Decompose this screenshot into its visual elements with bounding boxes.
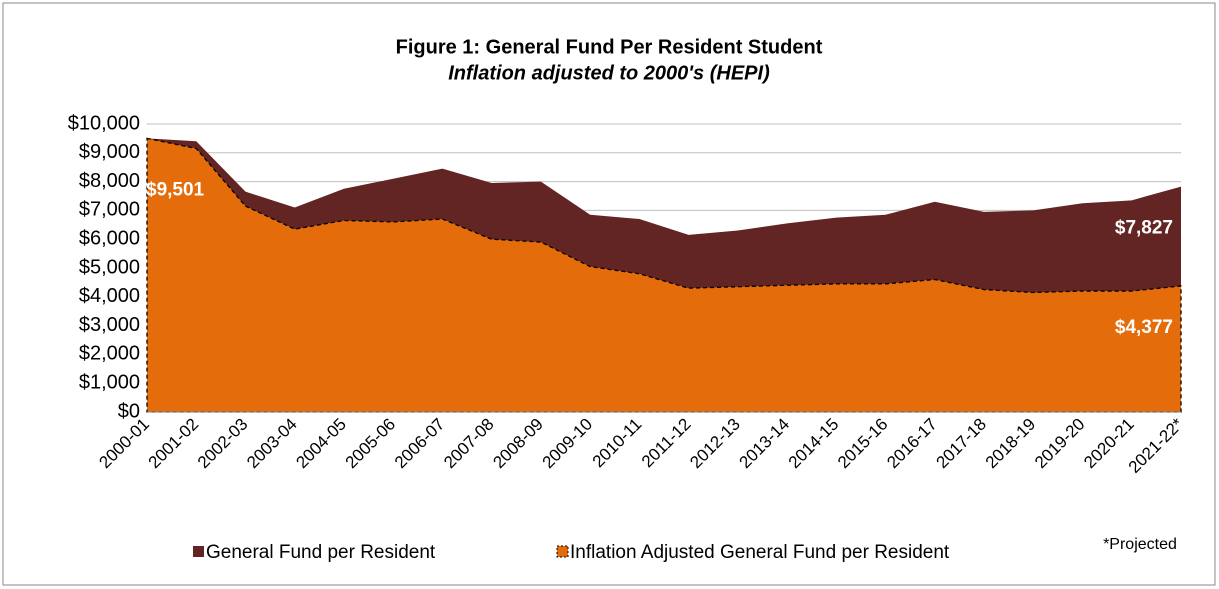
y-tick-label: $0 — [118, 400, 140, 422]
y-tick-label: $10,000 — [68, 112, 140, 134]
legend-label: General Fund per Resident — [206, 542, 436, 563]
y-tick-label: $3,000 — [79, 314, 140, 336]
legend-swatch — [556, 545, 569, 558]
footnote: *Projected — [1103, 536, 1177, 553]
y-tick-label: $2,000 — [79, 343, 140, 365]
y-tick-label: $9,000 — [79, 141, 140, 163]
y-tick-label: $6,000 — [79, 227, 140, 249]
y-tick-label: $8,000 — [79, 170, 140, 192]
data-label: $9,501 — [146, 179, 205, 200]
chart-title: Figure 1: General Fund Per Resident Stud… — [396, 36, 823, 58]
data-label: $7,827 — [1115, 218, 1173, 239]
y-tick-label: $5,000 — [79, 256, 140, 278]
data-label: $4,377 — [1115, 317, 1173, 338]
chart-subtitle: Inflation adjusted to 2000's (HEPI) — [448, 62, 770, 84]
y-tick-label: $4,000 — [79, 285, 140, 307]
y-tick-label: $1,000 — [79, 371, 140, 393]
legend-label: Inflation Adjusted General Fund per Resi… — [570, 542, 950, 563]
y-tick-label: $7,000 — [79, 199, 140, 221]
legend-swatch — [193, 546, 204, 557]
area — [146, 137, 1182, 413]
